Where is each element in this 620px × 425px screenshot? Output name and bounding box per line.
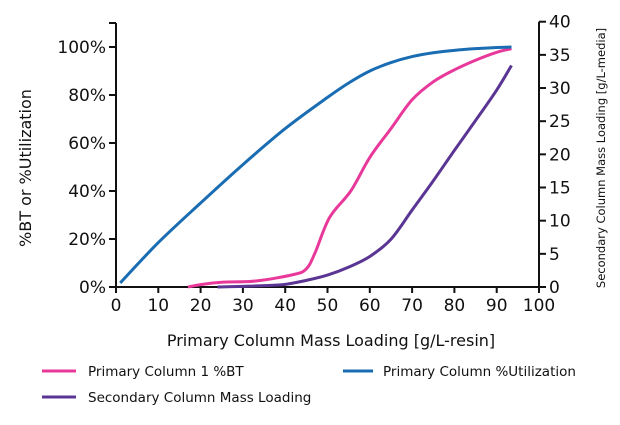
y2-tick-label: 40 [549, 13, 571, 33]
series-lines [119, 45, 513, 289]
legend-item-secondary: Secondary Column Mass Loading [42, 390, 311, 406]
axes: 0 10 20 30 40 50 60 70 80 90 1000%20%40%60%80%100%… [57, 13, 570, 316]
y2-tick-label: 25 [549, 112, 571, 132]
legend-item-bt: Primary Column 1 %BT [42, 364, 244, 380]
y2-tick-label: 35 [549, 46, 571, 66]
x-tick-label: 10 [147, 296, 169, 316]
y2-tick-label: 5 [549, 245, 560, 265]
y2-axis-label: Secondary Column Mass Loading [g/L-media… [594, 28, 608, 288]
legend-label: Primary Column 1 %BT [88, 364, 244, 380]
legend-label: Secondary Column Mass Loading [88, 390, 311, 406]
x-axis-label: Primary Column Mass Loading [g/L-resin] [167, 331, 495, 350]
series-line-utilization [119, 45, 512, 284]
legend: Primary Column 1 %BT Primary Column %Uti… [42, 364, 576, 406]
y2-tick-label: 20 [549, 145, 571, 165]
y2-tick-label: 0 [549, 278, 560, 298]
x-tick-label: 100 [523, 296, 555, 316]
y-tick-label: 40% [68, 182, 106, 202]
y2-tick-label: 10 [549, 212, 571, 232]
x-tick-label: 0 [111, 296, 122, 316]
series-line-secondary [217, 64, 513, 289]
legend-label: Primary Column %Utilization [383, 364, 576, 380]
y-tick-label: 60% [68, 134, 106, 154]
y-tick-label: 80% [68, 86, 106, 106]
x-tick-label: 20 [190, 296, 212, 316]
series-line-bt [187, 47, 512, 289]
x-tick-label: 90 [486, 296, 508, 316]
y-axis-label: %BT or %Utilization [16, 89, 35, 247]
x-tick-label: 50 [317, 296, 339, 316]
x-tick-label: 40 [274, 296, 296, 316]
y2-tick-label: 15 [549, 179, 571, 199]
y-tick-label: 0% [79, 278, 106, 298]
x-tick-label: 60 [359, 296, 381, 316]
y-tick-label: 20% [68, 230, 106, 250]
x-tick-label: 70 [401, 296, 423, 316]
x-tick-label: 80 [444, 296, 466, 316]
legend-item-utilization: Primary Column %Utilization [343, 364, 576, 380]
y-tick-label: 100% [57, 38, 106, 58]
y2-tick-label: 30 [549, 79, 571, 99]
x-tick-label: 30 [232, 296, 254, 316]
